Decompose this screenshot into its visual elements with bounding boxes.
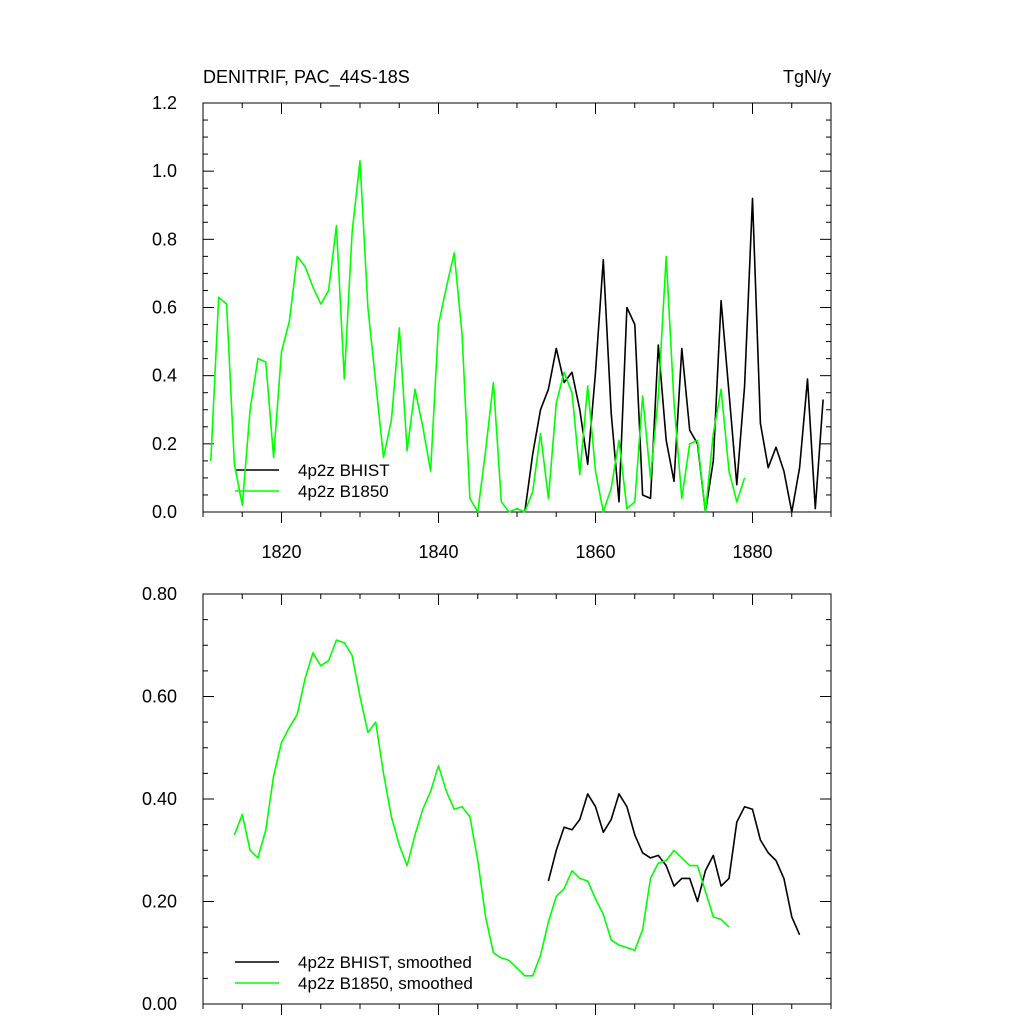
y-tick-label: 0.00 [142,994,177,1014]
series-line [524,197,824,513]
y-tick-label: 0.80 [142,584,177,604]
x-tick-label: 1820 [261,542,301,562]
y-tick-label: 1.2 [152,93,177,113]
y-tick-label: 0.0 [152,502,177,522]
plot-frame [202,593,832,1005]
y-tick-label: 0.20 [142,892,177,912]
units-label: TgN/y [783,67,831,87]
series-line [547,793,801,936]
legend-label: 4p2z B1850 [298,482,389,501]
x-tick-label: 1840 [418,542,458,562]
y-tick-label: 0.40 [142,789,177,809]
y-tick-label: 0.60 [142,687,177,707]
legend-label: 4p2z BHIST, smoothed [298,953,472,972]
x-tick-label: 1860 [575,542,615,562]
panel-bottom: 0.00 0.20 0.40 0.60 0.80 4p2z BHIST, smoothed… [142,584,832,1015]
legend-label: 4p2z B1850, smoothed [298,974,473,993]
y-tick-label: 0.8 [152,229,177,249]
legend-label: 4p2z BHIST [298,461,390,480]
x-tick-label: 1880 [732,542,772,562]
series-line [210,160,746,513]
panel-top: DENITRIF, PAC_44S-18S TgN/y 0.0 0.2 0.4 0.6… [152,67,832,562]
y-tick-label: 0.4 [152,366,177,386]
y-tick-label: 0.6 [152,298,177,318]
plot-frame [202,102,832,513]
chart-title: DENITRIF, PAC_44S-18S [203,67,410,88]
y-tick-label: 1.0 [152,161,177,181]
series-line [233,639,730,977]
y-tick-label: 0.2 [152,434,177,454]
